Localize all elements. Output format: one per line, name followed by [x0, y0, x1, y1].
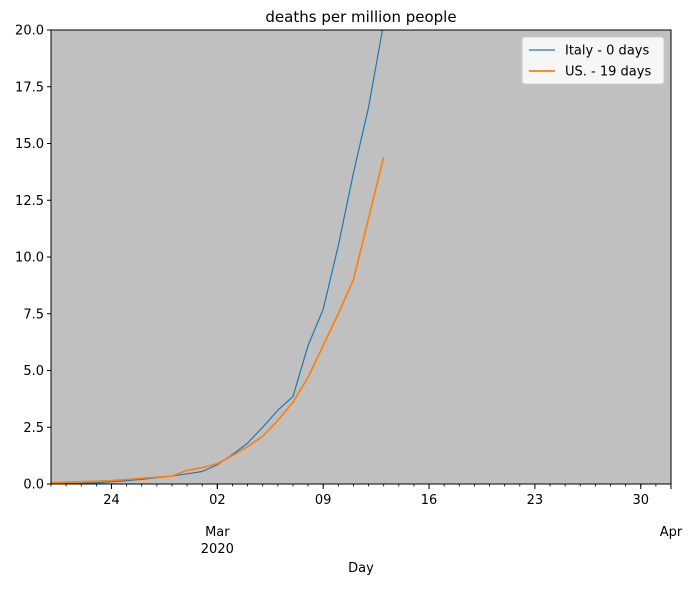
legend-label-0: Italy - 0 days: [565, 44, 649, 59]
series-layer: [51, 30, 385, 484]
chart-title: deaths per million people: [265, 8, 456, 26]
legend: Italy - 0 days US. - 19 days: [521, 36, 665, 85]
y-tick-label: 10.0: [15, 251, 44, 266]
y-tick-label: 12.5: [15, 194, 44, 209]
plot-area: [51, 30, 671, 484]
y-tick-label: 17.5: [15, 80, 44, 95]
y-tick-label: 7.5: [23, 307, 44, 322]
legend-box: [521, 36, 665, 85]
legend-label-1: US. - 19 days: [565, 65, 651, 80]
y-tick-label: 20.0: [15, 24, 44, 39]
y-tick-label: 2.5: [23, 421, 44, 436]
x-tick-label: 16: [421, 493, 438, 508]
x-tick-label: 24: [103, 493, 120, 508]
x-tick-label: 02: [209, 493, 226, 508]
x-tick-label: 23: [527, 493, 544, 508]
x-tick-label: 30: [632, 493, 649, 508]
x-year-label: 2020: [201, 542, 234, 557]
x-axis: 24 02 09 16 23 30 Mar 2020 Apr: [50, 484, 683, 557]
series-line-0: [51, 30, 384, 484]
x-tick-label: 09: [315, 493, 332, 508]
x-month-label: Mar: [205, 525, 230, 540]
x-month-label: Apr: [660, 525, 683, 540]
x-axis-label: Day: [348, 561, 374, 576]
y-tick-label: 15.0: [15, 137, 44, 152]
y-axis: 0.0 2.5 5.0 7.5 10.0 12.5 15.0 17.5 20.0: [15, 24, 51, 493]
y-tick-label: 5.0: [23, 364, 44, 379]
y-tick-label: 0.0: [23, 478, 44, 493]
series-line-1: [51, 156, 385, 484]
